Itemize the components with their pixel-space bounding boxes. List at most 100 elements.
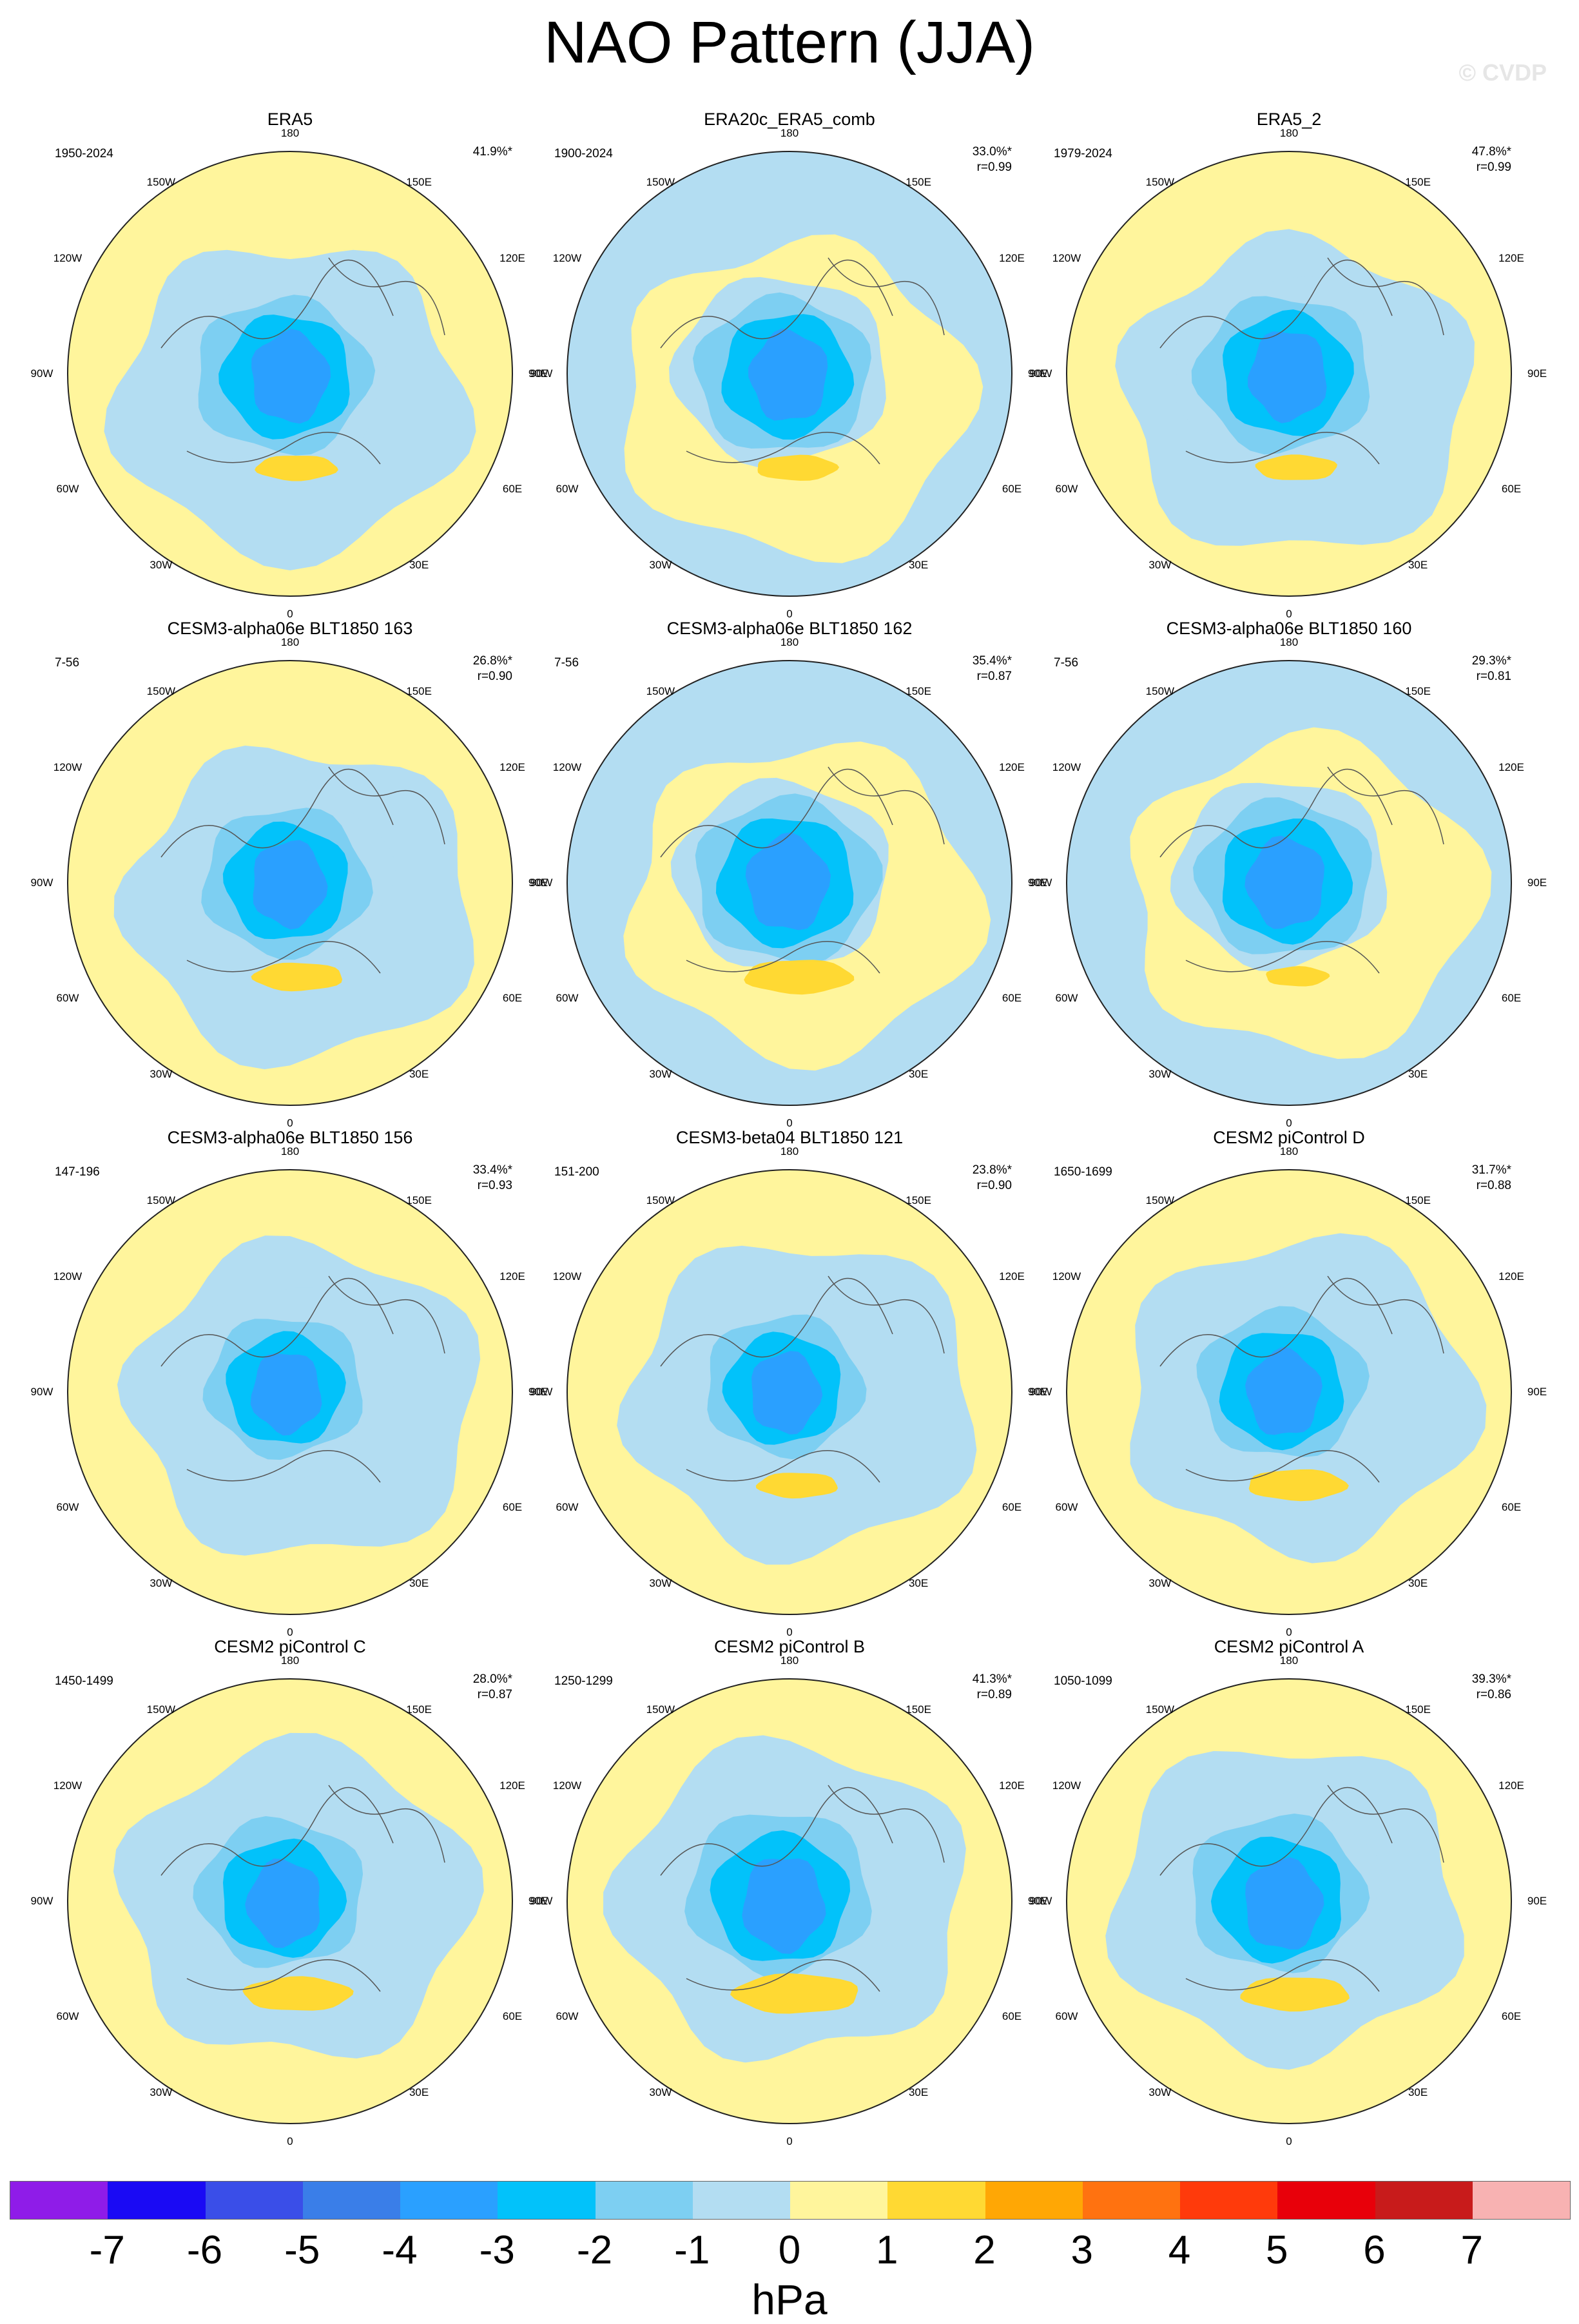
colorbar-units: hPa [751, 2276, 828, 2323]
colorbar-tick-label: 1 [876, 2228, 898, 2272]
panel-title: CESM2 piControl A [1214, 1637, 1364, 1656]
longitude-label: 30E [1408, 1576, 1428, 1589]
panel-years: 147-196 [55, 1165, 100, 1179]
longitude-label: 60W [1055, 992, 1078, 1005]
longitude-label: 150W [146, 685, 176, 698]
map-outline [567, 1169, 1012, 1615]
pattern-correlation: r=0.87 [477, 1688, 512, 1701]
longitude-label: 90W [1029, 367, 1052, 380]
panel-stats: 39.3%* r=0.86 [1428, 1672, 1511, 1703]
colorbar-box [108, 2182, 206, 2219]
coastline [660, 1275, 945, 1483]
figure-title: NAO Pattern (JJA) [544, 10, 1035, 75]
longitude-label: 180 [1279, 1654, 1299, 1667]
longitude-label: 30W [150, 2086, 173, 2098]
colorbar-tick-label: 6 [1363, 2228, 1386, 2272]
percent-variance: 26.8%* [472, 654, 512, 668]
panel-years: 1900-2024 [554, 147, 613, 160]
longitude-label: 30W [649, 1067, 672, 1080]
longitude-label: 150E [906, 176, 931, 189]
panel-stats: 35.4%* r=0.87 [928, 654, 1012, 684]
longitude-label: 120W [552, 251, 582, 264]
longitude-label: 90E [1027, 876, 1048, 889]
percent-variance: 39.3%* [1471, 1672, 1511, 1686]
longitude-label: 120E [499, 1270, 525, 1283]
positive-contour [757, 454, 840, 481]
longitude-label: 120W [552, 760, 582, 773]
panel-years: 7-56 [554, 656, 579, 670]
polar-map [1066, 1678, 1512, 2124]
negative-contour-4 [751, 1351, 823, 1435]
colorbar-box [1472, 2182, 1570, 2219]
coastline [160, 1275, 445, 1483]
longitude-label: 90E [1027, 367, 1048, 380]
longitude-label: 60E [1501, 2010, 1522, 2023]
longitude-label: 150W [1145, 176, 1175, 189]
longitude-label: 90W [1029, 876, 1052, 889]
negative-contour-4 [1248, 331, 1327, 423]
panel-title: CESM3-beta04 BLT1850 121 [675, 1128, 904, 1147]
panel-title: CESM3-alpha06e BLT1850 163 [167, 619, 413, 638]
positive-contour [1248, 1469, 1349, 1502]
longitude-label: 30E [409, 1576, 429, 1589]
polar-map [567, 1169, 1012, 1615]
longitude-label: 150E [906, 1194, 931, 1207]
longitude-label: 180 [280, 636, 300, 648]
longitude-label: 120E [1498, 760, 1524, 773]
negative-contour-4 [1245, 835, 1324, 929]
longitude-label: 60W [56, 1501, 79, 1514]
map-panel: CESM2 piControl A 1050-1099 39.3%* r=0.86 18… [1030, 1631, 1547, 2147]
longitude-label: 120W [1052, 760, 1081, 773]
longitude-label: 60W [556, 1501, 579, 1514]
map-outline [1066, 1678, 1512, 2124]
panel-title: ERA5 [267, 110, 313, 129]
longitude-label: 180 [780, 127, 799, 139]
longitude-label: 30W [649, 558, 672, 571]
longitude-label: 120W [53, 1270, 82, 1283]
longitude-label: 0 [287, 1117, 293, 1129]
longitude-label: 0 [287, 2135, 293, 2147]
longitude-label: 180 [280, 127, 300, 139]
longitude-label: 30E [1408, 2086, 1428, 2098]
pattern-correlation: r=0.81 [1476, 670, 1511, 683]
longitude-label: 30W [1148, 1067, 1172, 1080]
longitude-label: 90W [530, 1386, 553, 1398]
longitude-label: 0 [287, 1626, 293, 1638]
longitude-label: 60W [556, 992, 579, 1005]
longitude-label: 150E [906, 685, 931, 698]
coastline [1159, 1785, 1444, 1992]
map-outline [567, 660, 1012, 1106]
colorbar-tick-label: -6 [186, 2228, 223, 2272]
map-panel: ERA20c_ERA5_comb 1900-2024 33.0%* r=0.99 180… [530, 103, 1048, 620]
map-panel: ERA5_2 1979-2024 47.8%* r=0.99 180 0 150W 150E 1… [1030, 103, 1547, 620]
negative-contour-4 [748, 328, 828, 421]
panel-title: CESM2 piControl B [713, 1637, 866, 1656]
colorbar-box [1180, 2182, 1278, 2219]
negative-contour-4 [745, 832, 831, 931]
pattern-correlation: r=0.86 [1476, 1688, 1511, 1701]
negative-contour-4 [1245, 1347, 1322, 1435]
longitude-label: 150W [146, 176, 176, 189]
longitude-label: 60W [556, 2010, 579, 2023]
longitude-label: 0 [786, 2135, 793, 2147]
polar-map [67, 151, 513, 597]
polar-map [567, 660, 1012, 1106]
longitude-label: 0 [786, 608, 793, 620]
longitude-label: 90E [1527, 876, 1547, 889]
longitude-label: 90W [30, 876, 53, 889]
longitude-label: 0 [786, 1117, 793, 1129]
map-panel: CESM3-alpha06e BLT1850 162 7-56 35.4%* r=0.… [530, 612, 1048, 1129]
longitude-label: 60W [1055, 2010, 1078, 2023]
longitude-label: 30E [1408, 1067, 1428, 1080]
map-outline [67, 151, 513, 597]
longitude-label: 150W [646, 1703, 675, 1716]
positive-contour [1255, 454, 1337, 480]
percent-variance: 23.8%* [972, 1163, 1012, 1177]
positive-contour [744, 960, 855, 995]
longitude-label: 120W [1052, 1270, 1081, 1283]
negative-contour-4 [1245, 1857, 1324, 1950]
longitude-label: 150E [1405, 1194, 1431, 1207]
longitude-label: 90E [528, 876, 548, 889]
panel-title: CESM2 piControl C [214, 1637, 366, 1656]
map-outline [67, 1169, 513, 1615]
